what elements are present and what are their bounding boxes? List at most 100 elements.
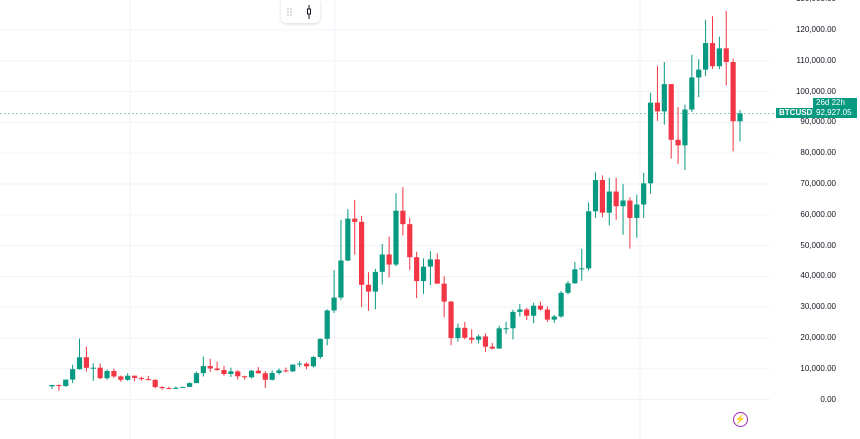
candle-body <box>235 371 241 377</box>
candle <box>565 281 571 295</box>
candle <box>709 16 716 69</box>
candle-body <box>737 113 743 122</box>
candle-body <box>324 310 330 339</box>
candle-body <box>420 266 427 282</box>
last-price: 92,927.05 <box>813 107 857 118</box>
candle-body <box>104 371 110 379</box>
candle <box>586 202 592 271</box>
candle <box>682 104 688 171</box>
candle <box>558 291 564 318</box>
candle-body <box>338 260 344 298</box>
candle <box>352 199 358 255</box>
candle <box>654 65 661 121</box>
candle-body <box>352 218 358 222</box>
y-tick-label: 30,000.00 <box>800 302 836 312</box>
candle <box>537 301 544 311</box>
candle <box>173 386 179 390</box>
candle-body <box>703 43 709 70</box>
candle-body <box>118 376 124 380</box>
candle <box>414 251 420 299</box>
candle-body <box>283 370 289 372</box>
candle-body <box>400 210 406 225</box>
candle-body <box>407 224 413 258</box>
drag-handle-icon[interactable] <box>281 0 320 23</box>
candle-body <box>379 254 385 272</box>
candle <box>592 172 599 218</box>
candle-body <box>290 364 296 372</box>
candle-body <box>372 271 378 292</box>
candle <box>310 356 317 368</box>
candle-body <box>414 257 420 282</box>
candle <box>627 197 633 249</box>
y-tick-label: 0.00 <box>820 394 836 404</box>
candle <box>290 364 296 373</box>
candle-body <box>345 218 351 261</box>
candle-body <box>469 337 475 340</box>
candle-body <box>255 370 261 374</box>
candle <box>70 364 76 384</box>
candle-body <box>434 259 440 284</box>
candle-body <box>131 375 138 378</box>
candle-body <box>276 370 282 373</box>
candle <box>730 58 736 152</box>
candle <box>338 219 344 301</box>
candle-body <box>565 283 571 293</box>
candle-body <box>524 309 530 316</box>
candle <box>455 323 461 342</box>
candle <box>517 304 523 317</box>
candle-body <box>386 254 392 265</box>
candle <box>187 382 193 387</box>
candle-body <box>159 387 165 389</box>
candle-body <box>558 292 564 317</box>
y-tick-label: 120,000.00 <box>795 25 836 35</box>
candle-icon[interactable] <box>305 0 315 23</box>
candle <box>641 172 647 219</box>
floating-toolbar[interactable] <box>281 0 320 23</box>
candle <box>723 10 729 86</box>
candle <box>297 361 303 368</box>
candle <box>462 321 468 340</box>
candle <box>407 217 413 271</box>
candle-body <box>496 328 502 349</box>
candle-body <box>152 379 158 388</box>
candle <box>372 268 378 310</box>
candle <box>551 314 557 323</box>
lightning-icon[interactable]: ⚡ <box>733 412 748 427</box>
candle <box>420 258 427 294</box>
candle <box>634 194 640 238</box>
candle-body <box>365 284 372 292</box>
candle <box>544 306 550 323</box>
candle <box>503 321 509 334</box>
candle <box>159 386 165 390</box>
candle <box>531 302 537 324</box>
y-tick-label: 60,000.00 <box>800 209 836 219</box>
candle-body <box>654 102 661 112</box>
candle-body <box>682 109 688 146</box>
candle <box>441 276 447 318</box>
candle <box>193 371 200 384</box>
candle <box>620 183 626 235</box>
candle <box>248 370 255 379</box>
candle <box>475 334 482 344</box>
candle <box>689 54 695 113</box>
candle-body <box>592 180 599 212</box>
candle <box>675 106 681 164</box>
candle-body <box>393 210 399 265</box>
candle <box>111 368 117 378</box>
candle-body <box>482 336 489 347</box>
candle <box>228 367 234 378</box>
candle <box>235 370 241 380</box>
candle <box>496 325 502 349</box>
candle <box>269 370 275 381</box>
candle-body <box>228 371 234 374</box>
candle <box>104 369 110 380</box>
candle <box>579 248 585 281</box>
candle <box>386 236 392 278</box>
candle-body <box>455 327 461 339</box>
candle <box>510 309 516 340</box>
candle <box>572 261 578 284</box>
candle <box>152 379 158 389</box>
candle <box>221 365 227 376</box>
